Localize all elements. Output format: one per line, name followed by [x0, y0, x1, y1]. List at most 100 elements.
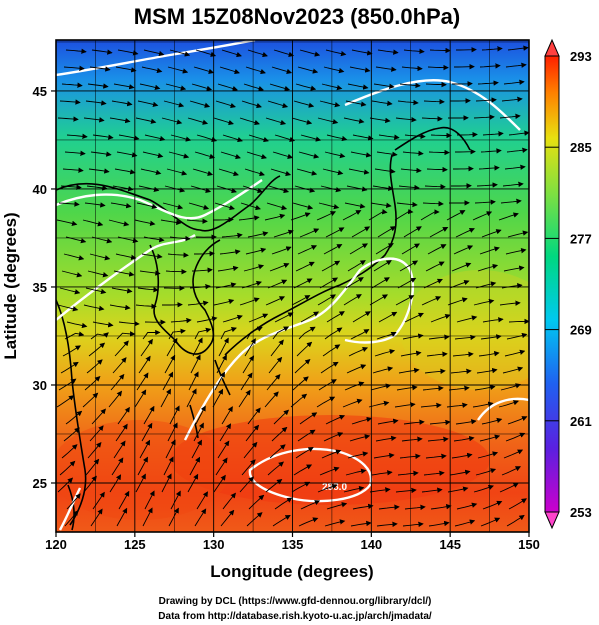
streamline	[144, 490, 155, 510]
streamline	[508, 130, 529, 136]
streamline	[373, 260, 392, 272]
streamline	[503, 265, 525, 272]
streamline	[239, 476, 255, 493]
streamline	[115, 66, 137, 73]
streamline	[85, 287, 107, 295]
contour-line	[56, 179, 263, 220]
streamline	[345, 468, 367, 476]
streamline	[193, 422, 204, 442]
streamline	[167, 252, 189, 258]
streamline	[188, 371, 199, 391]
streamline	[135, 303, 157, 309]
streamline	[162, 302, 183, 308]
streamline	[479, 63, 501, 69]
streamline	[92, 491, 105, 510]
streamline	[221, 232, 243, 239]
streamline	[86, 185, 108, 191]
streamline	[61, 82, 83, 88]
streamline	[65, 410, 83, 425]
streamline	[350, 151, 372, 158]
streamline	[504, 349, 526, 357]
streamline	[64, 150, 86, 156]
streamline	[499, 300, 521, 306]
streamline	[90, 508, 103, 527]
streamline	[502, 181, 524, 188]
streamline	[456, 47, 477, 53]
colorbar-top-arrow	[544, 38, 560, 57]
streamline	[192, 168, 214, 176]
streamline	[244, 338, 256, 357]
streamline	[423, 98, 445, 105]
streamline	[245, 247, 267, 255]
streamline	[270, 339, 284, 357]
colorbar-ticks: 293 285 277 269 261 253	[545, 49, 592, 520]
streamline	[160, 388, 171, 408]
streamline	[116, 331, 136, 340]
streamline	[87, 442, 102, 459]
streamline	[290, 212, 311, 221]
streamline	[190, 354, 201, 374]
streamline	[137, 100, 159, 108]
streamline	[319, 466, 340, 476]
streamline	[474, 199, 496, 205]
streamline	[343, 294, 362, 306]
coastline-taiwan	[67, 484, 75, 531]
streamline	[216, 354, 227, 374]
streamline	[398, 184, 420, 191]
streamline	[241, 100, 262, 109]
streamline	[195, 405, 206, 425]
streamline	[117, 406, 130, 425]
streamline	[507, 416, 528, 425]
streamline	[192, 337, 203, 357]
streamline	[498, 400, 519, 408]
streamline	[293, 278, 313, 289]
x-axis-ticks: 120 125 130 135 140 145 150	[45, 532, 540, 552]
streamline	[321, 449, 342, 459]
streamline	[294, 359, 311, 374]
streamline	[108, 219, 130, 227]
streamline	[482, 317, 504, 323]
streamline	[243, 441, 258, 459]
streamline	[481, 46, 503, 52]
colorbar-tick-label: 253	[570, 505, 592, 520]
streamline	[291, 295, 311, 306]
streamline	[164, 185, 186, 193]
streamline	[453, 245, 474, 255]
streamline	[370, 383, 392, 391]
streamline	[271, 246, 292, 255]
streamline	[378, 504, 400, 510]
streamline	[421, 116, 443, 122]
streamline	[325, 414, 346, 425]
streamline	[84, 202, 106, 208]
streamline	[239, 117, 260, 126]
streamline	[196, 491, 208, 510]
streamline	[348, 346, 369, 357]
streamline	[317, 294, 336, 306]
streamline	[116, 151, 138, 158]
streamline	[480, 334, 502, 340]
streamline	[220, 509, 235, 527]
streamline	[403, 226, 422, 238]
streamline	[475, 468, 497, 476]
streamline	[375, 66, 397, 72]
streamline	[92, 134, 114, 140]
coastline-kyushu	[214, 359, 231, 396]
streamline	[300, 311, 320, 323]
streamline	[506, 514, 525, 527]
streamline	[139, 439, 151, 459]
streamline	[394, 402, 416, 408]
streamline	[142, 151, 164, 159]
streamline	[266, 374, 281, 391]
streamline	[57, 477, 74, 493]
contour-line	[58, 487, 82, 531]
streamline	[398, 367, 420, 374]
streamline	[62, 345, 81, 357]
streamline	[111, 457, 124, 476]
y-tick-label: 45	[33, 84, 47, 99]
streamline	[478, 351, 500, 357]
streamline	[269, 444, 286, 459]
y-tick-label: 30	[33, 378, 47, 393]
streamline	[194, 250, 215, 257]
streamline	[322, 168, 344, 176]
streamline	[369, 487, 391, 493]
